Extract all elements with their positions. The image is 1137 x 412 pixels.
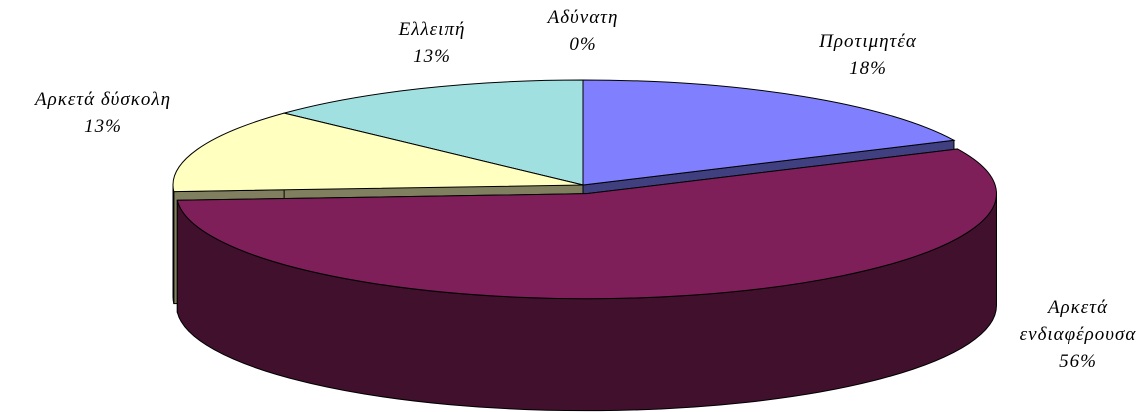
value-label: 13%: [413, 46, 451, 67]
slice: [172, 112, 584, 193]
slice: [283, 79, 584, 186]
value-label: 18%: [849, 58, 887, 79]
value-label: 56%: [1059, 351, 1097, 372]
slice-label: Προτιμητέα 18%: [819, 28, 917, 82]
category-label: Αρκετά ενδιαφέρουσα: [1019, 297, 1137, 345]
slice-label: Αρκετά δύσκολη 13%: [35, 86, 171, 140]
value-label: 0%: [569, 34, 597, 55]
slice: [176, 148, 997, 300]
slice-label: Ελλειπή 13%: [399, 16, 466, 70]
category-label: Αδύνατη: [547, 7, 619, 28]
slice-side: [172, 184, 175, 304]
slice-label: Αρκετά ενδιαφέρουσα 56%: [1008, 294, 1137, 375]
category-label: Ελλειπή: [398, 19, 466, 40]
slice: [582, 79, 956, 186]
slice-label: Αδύνατη 0%: [548, 4, 619, 58]
value-label: 13%: [84, 116, 122, 137]
category-label: Αρκετά δύσκολη: [34, 89, 172, 110]
category-label: Προτιμητέα: [819, 31, 917, 52]
